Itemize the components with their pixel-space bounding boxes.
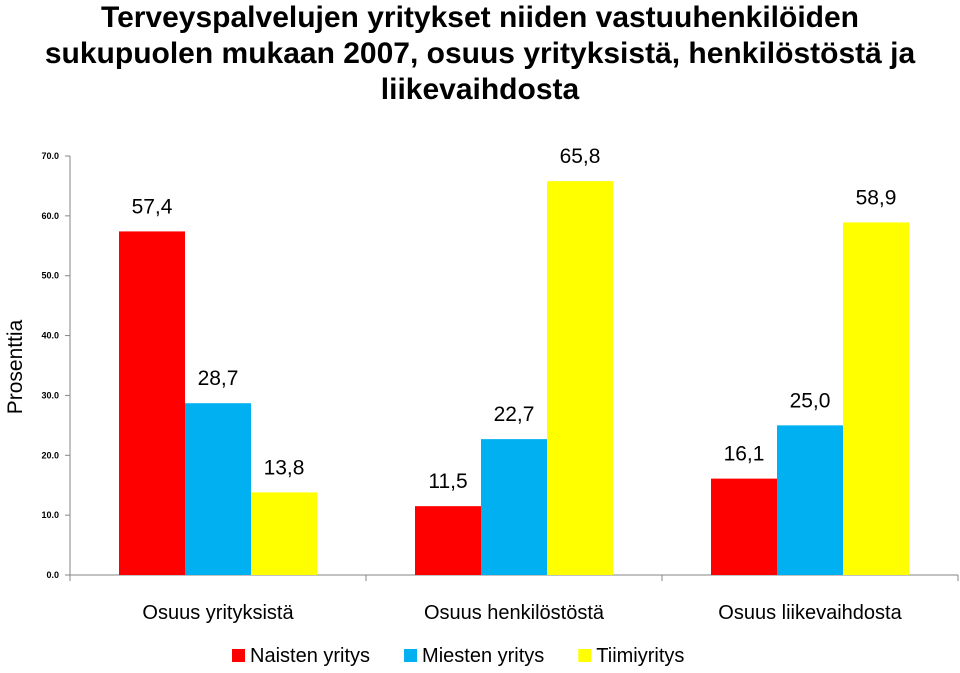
y-tick-label: 30.0 [41, 390, 59, 400]
data-label: 22,7 [494, 403, 535, 426]
data-label: 11,5 [428, 470, 467, 493]
y-axis: 0.0 10.0 20.0 30.0 40.0 50.0 60.0 70.0 [41, 151, 71, 580]
legend: Naisten yritys Miesten yritys Tiimiyritys [232, 645, 684, 667]
data-label: 13,8 [264, 456, 305, 479]
data-label: 25,0 [790, 389, 831, 412]
y-tick-label: 10.0 [41, 510, 59, 520]
data-labels: 57,4 28,7 13,8 11,5 22,7 65,8 16,1 25,0 58,9 [132, 145, 897, 493]
bar [547, 181, 613, 575]
x-tick-label: Osuus henkilöstöstä [424, 602, 605, 624]
legend-label: Tiimiyritys [596, 645, 684, 667]
legend-label: Naisten yritys [250, 645, 370, 667]
data-label: 28,7 [198, 367, 239, 390]
chart-title-line-3: liikevaihdosta [380, 73, 580, 106]
bar [843, 222, 909, 576]
y-tick-label: 70.0 [41, 151, 59, 161]
x-tick-label: Osuus liikevaihdosta [718, 602, 902, 624]
bar [777, 425, 843, 575]
chart-title-line-2: sukupuolen mukaan 2007, osuus yrityksist… [44, 37, 916, 70]
chart-title: Terveyspalvelujen yritykset niiden vastu… [0, 0, 960, 108]
x-axis: Osuus yrityksistä Osuus henkilöstöstä Osuu… [69, 574, 959, 624]
bar [415, 506, 481, 575]
chart-title-line-1: Terveyspalvelujen yritykset niiden vastu… [100, 1, 860, 34]
y-tick-label: 0.0 [46, 570, 59, 580]
legend-swatch [404, 649, 418, 662]
y-tick-label: 40.0 [41, 331, 59, 341]
bar [119, 231, 185, 576]
bar [185, 403, 251, 575]
bars [119, 181, 909, 576]
legend-label: Miesten yritys [422, 645, 544, 667]
x-tick-label: Osuus yrityksistä [142, 602, 294, 624]
data-label: 57,4 [132, 195, 173, 218]
bar [481, 439, 547, 575]
bar [711, 478, 777, 575]
data-label: 65,8 [560, 145, 601, 168]
legend-swatch [232, 649, 245, 662]
y-tick-label: 50.0 [41, 271, 59, 281]
y-tick-label: 60.0 [41, 211, 59, 221]
y-axis-label: Prosenttia [4, 319, 27, 414]
legend-swatch [578, 649, 592, 662]
data-label: 16,1 [724, 443, 765, 466]
bar [251, 492, 317, 575]
y-tick-label: 20.0 [41, 450, 59, 460]
data-label: 58,9 [856, 186, 897, 209]
